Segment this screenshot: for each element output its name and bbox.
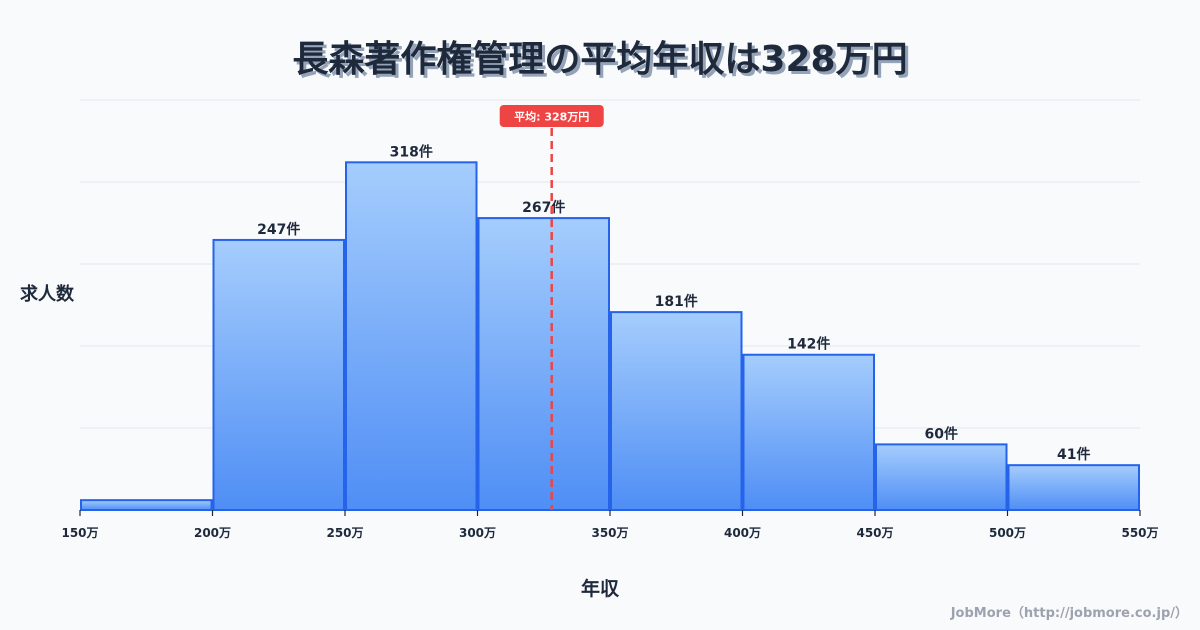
bar-value-label: 318件 bbox=[390, 143, 433, 160]
x-tick-label: 550万 bbox=[1121, 526, 1158, 540]
y-axis-label: 求人数 bbox=[20, 284, 74, 305]
mean-label: 平均: 328万円 bbox=[514, 110, 589, 124]
chart-title: 長森著作権管理の平均年収は328万円 bbox=[292, 39, 908, 80]
x-tick-label: 350万 bbox=[591, 526, 628, 540]
histogram-bar bbox=[875, 443, 1008, 511]
x-tick-label: 450万 bbox=[856, 526, 893, 540]
bar-value-label: 267件 bbox=[522, 199, 565, 216]
x-axis: 150万 200万 250万 300万 350万 400万 450万 500万 550万 bbox=[61, 510, 1159, 540]
histogram-bar bbox=[80, 499, 213, 512]
histogram-bar bbox=[610, 311, 743, 511]
histogram-bar bbox=[1007, 464, 1140, 512]
x-tick-label: 250万 bbox=[326, 526, 363, 540]
bar-value-label: 41件 bbox=[1057, 446, 1090, 463]
histogram-bar bbox=[345, 161, 478, 511]
bar-value-label: 247件 bbox=[257, 221, 300, 238]
mean-line-group: 平均: 328万円 bbox=[499, 105, 604, 510]
histogram-bar bbox=[742, 353, 875, 511]
bar-value-label: 181件 bbox=[655, 293, 698, 310]
bars: 247件 318件 267件 181件 142件 60件 41件 bbox=[80, 143, 1140, 512]
histogram-bar bbox=[212, 238, 345, 512]
x-tick-label: 300万 bbox=[459, 526, 496, 540]
bar-value-label: 60件 bbox=[925, 425, 958, 442]
bar-value-label: 142件 bbox=[787, 336, 830, 353]
x-tick-label: 150万 bbox=[61, 526, 98, 540]
x-tick-label: 400万 bbox=[724, 526, 761, 540]
histogram-bar bbox=[477, 217, 610, 512]
x-tick-label: 500万 bbox=[989, 526, 1026, 540]
x-axis-label: 年収 bbox=[580, 578, 619, 600]
mean-badge bbox=[499, 105, 604, 127]
x-tick-label: 200万 bbox=[194, 526, 231, 540]
credit-text: JobMore（http://jobmore.co.jp/） bbox=[950, 606, 1188, 621]
